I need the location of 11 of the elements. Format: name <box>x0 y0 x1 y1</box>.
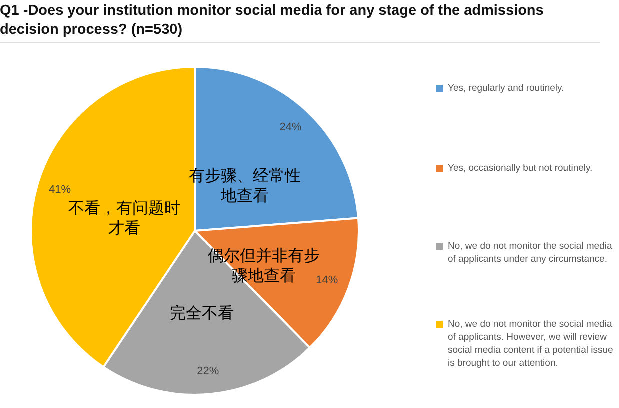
data-label: 24% <box>280 122 302 134</box>
legend-label: No, we do not monitor the social media of applicants under any circumstance. <box>448 240 614 266</box>
legend-label: No, we do not monitor the social media of applicants. However, we will review social media content if a potential issue is brought to our attention. <box>448 318 614 370</box>
data-label: 14% <box>316 274 338 286</box>
chart-title: Q1 -Does your institution monitor social media for any stage of the admissions decision process? (n=530) <box>0 2 600 43</box>
text: 不看，有问题时才看 <box>68 198 180 238</box>
data-label: 41% <box>49 184 72 196</box>
text: 完全不看 <box>170 304 234 323</box>
data-label: 22% <box>197 365 220 378</box>
legend-label: Yes, occasionally but not routinely. <box>448 162 593 175</box>
legend-label: Yes, regularly and routinely. <box>448 82 564 95</box>
